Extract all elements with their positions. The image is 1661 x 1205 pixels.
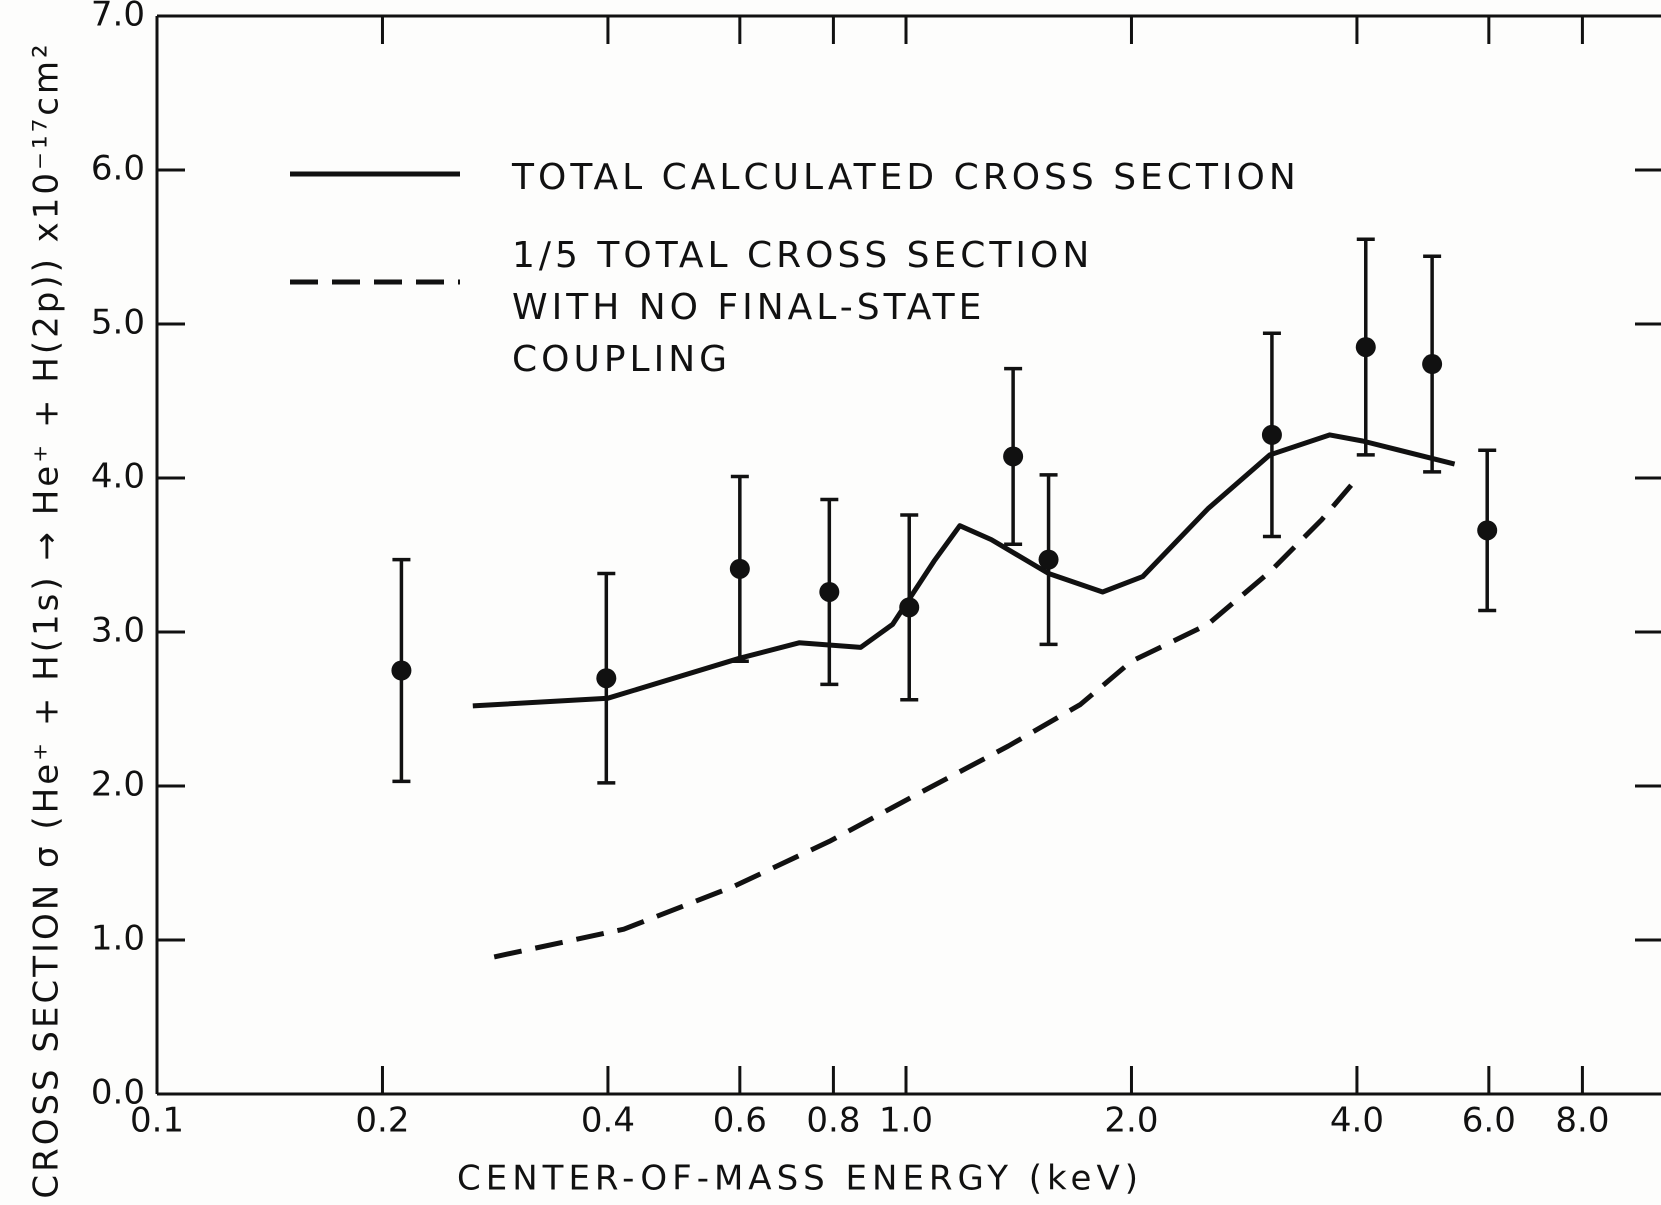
data-point xyxy=(391,660,412,681)
x-axis-label: CENTER-OF-MASS ENERGY (keV) xyxy=(457,1159,1143,1199)
x-tick-label: 2.0 xyxy=(1104,1101,1158,1141)
y-tick-label: 6.0 xyxy=(91,149,145,189)
y-tick-label: 5.0 xyxy=(91,303,145,343)
series-line xyxy=(472,432,1456,709)
y-tick-label: 1.0 xyxy=(91,919,145,959)
x-tick-label: 0.1 xyxy=(130,1101,184,1141)
x-tick-label: 0.6 xyxy=(713,1101,767,1141)
series-line xyxy=(493,474,1361,960)
x-tick-label: 8.0 xyxy=(1555,1101,1609,1141)
y-tick-label: 7.0 xyxy=(91,0,145,35)
x-tick-label: 1.0 xyxy=(879,1101,933,1141)
x-tick-label: 6.0 xyxy=(1462,1101,1516,1141)
data-point xyxy=(819,581,840,602)
x-tick-label: 4.0 xyxy=(1330,1101,1384,1141)
x-tick-label: 0.2 xyxy=(355,1101,409,1141)
y-tick-label: 3.0 xyxy=(91,611,145,651)
data-point xyxy=(729,558,750,579)
data-point xyxy=(1355,337,1376,358)
data-point xyxy=(1038,549,1059,570)
y-tick-label: 2.0 xyxy=(91,765,145,805)
data-point xyxy=(1261,424,1282,445)
data-point xyxy=(1003,446,1024,467)
data-point xyxy=(1422,354,1443,375)
data-point xyxy=(596,668,617,689)
x-tick-label: 0.4 xyxy=(581,1101,635,1141)
data-point xyxy=(899,597,920,618)
legend-entry: TOTAL CALCULATED CROSS SECTION xyxy=(512,157,1300,198)
data-point xyxy=(1477,520,1498,541)
legend-entry: 1/5 TOTAL CROSS SECTION WITH NO FINAL-ST… xyxy=(512,235,1094,380)
y-axis-label: CROSS SECTION σ (He⁺ + H(1s) → He⁺ + H(2… xyxy=(27,41,67,1198)
y-tick-label: 0.0 xyxy=(91,1073,145,1113)
x-tick-label: 0.8 xyxy=(806,1101,860,1141)
y-tick-label: 4.0 xyxy=(91,457,145,497)
